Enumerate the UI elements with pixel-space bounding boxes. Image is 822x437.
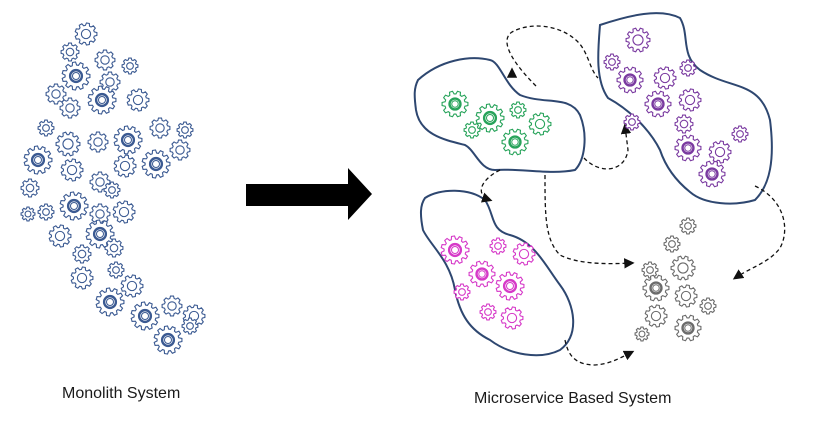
dashed-connector-arrow [583, 123, 632, 170]
gear-icon [60, 158, 84, 182]
gear-icon [625, 27, 651, 53]
gear-icon [20, 178, 40, 198]
gear-icon [674, 314, 702, 342]
gear-icon [59, 191, 89, 221]
service-blob-green [413, 57, 586, 173]
gear-icon [616, 66, 644, 94]
gear-icon [113, 125, 143, 155]
gear-icon [141, 149, 171, 179]
gear-icon [70, 266, 94, 290]
gear-icon [501, 128, 529, 156]
gear-icon [674, 134, 702, 162]
gear-icon [679, 217, 697, 235]
dashed-connector-arrow [480, 169, 501, 203]
dashed-connector-arrow [544, 174, 635, 269]
gear-icon [468, 260, 496, 288]
gear-icon [731, 125, 749, 143]
gear-icon [95, 287, 125, 317]
gear-icon [94, 49, 116, 71]
gear-icon [644, 90, 672, 118]
gear-icon [642, 274, 670, 302]
gear-icon [674, 284, 698, 308]
gear-icon [149, 117, 171, 139]
gear-icon [509, 101, 527, 119]
gear-icon [104, 238, 124, 258]
gear-icon [644, 304, 668, 328]
gear-icon [463, 121, 481, 139]
gear-icon [475, 103, 505, 133]
gear-icon [708, 140, 732, 164]
gear-icon [59, 97, 81, 119]
service-blob-purple [597, 12, 773, 205]
gear-icon [653, 66, 677, 90]
gear-icon [87, 85, 117, 115]
dashed-connector-arrow [564, 339, 635, 366]
gear-icon [37, 203, 55, 221]
gear-icon [60, 42, 80, 62]
dashed-connector-arrow [732, 185, 786, 280]
gear-icon [670, 255, 696, 281]
gear-icon [634, 326, 650, 342]
gear-icon [107, 261, 125, 279]
gear-icon [512, 242, 536, 266]
monolith-caption: Monolith System [62, 385, 181, 402]
gear-icon [699, 297, 717, 315]
gear-icon [453, 283, 471, 301]
gear-icon [663, 235, 681, 253]
gear-icon [20, 206, 36, 222]
gear-icon [479, 303, 497, 321]
gear-icon [113, 154, 137, 178]
gear-icon [500, 306, 524, 330]
gear-icon [181, 317, 199, 335]
gear-icon [72, 244, 92, 264]
gear-icon [489, 237, 507, 255]
gear-icon [176, 121, 194, 139]
gear-icon [55, 131, 81, 157]
right-arrow-icon [246, 168, 372, 220]
gear-icon [112, 200, 136, 224]
gear-icon [99, 71, 121, 93]
gear-icon [37, 119, 55, 137]
gear-icon [103, 181, 121, 199]
gear-icon [440, 235, 470, 265]
gear-icon [120, 274, 144, 298]
gear-icon [169, 139, 191, 161]
dashed-connector-arrow [506, 25, 599, 87]
gear-icon [641, 261, 659, 279]
service-blob-magenta [419, 189, 575, 357]
gear-icon [61, 61, 91, 91]
microservice-caption: Microservice Based System [474, 390, 672, 407]
gear-icon [698, 160, 726, 188]
gear-icon [623, 113, 641, 131]
gear-icon [603, 53, 621, 71]
gear-icon [161, 295, 183, 317]
gear-icon [130, 301, 160, 331]
gear-icon [126, 88, 150, 112]
gear-layer [20, 22, 749, 355]
gear-icon [441, 90, 469, 118]
gear-icon [678, 88, 702, 112]
gear-icon [153, 325, 183, 355]
gear-icon [495, 271, 525, 301]
gear-icon [87, 131, 109, 153]
gear-icon [23, 145, 53, 175]
gear-icon [89, 203, 111, 225]
gear-icon [674, 114, 694, 134]
gear-icon [679, 59, 697, 77]
gear-icon [74, 22, 98, 46]
gear-icon [48, 224, 72, 248]
gear-icon [528, 112, 552, 136]
gear-icon [121, 57, 139, 75]
